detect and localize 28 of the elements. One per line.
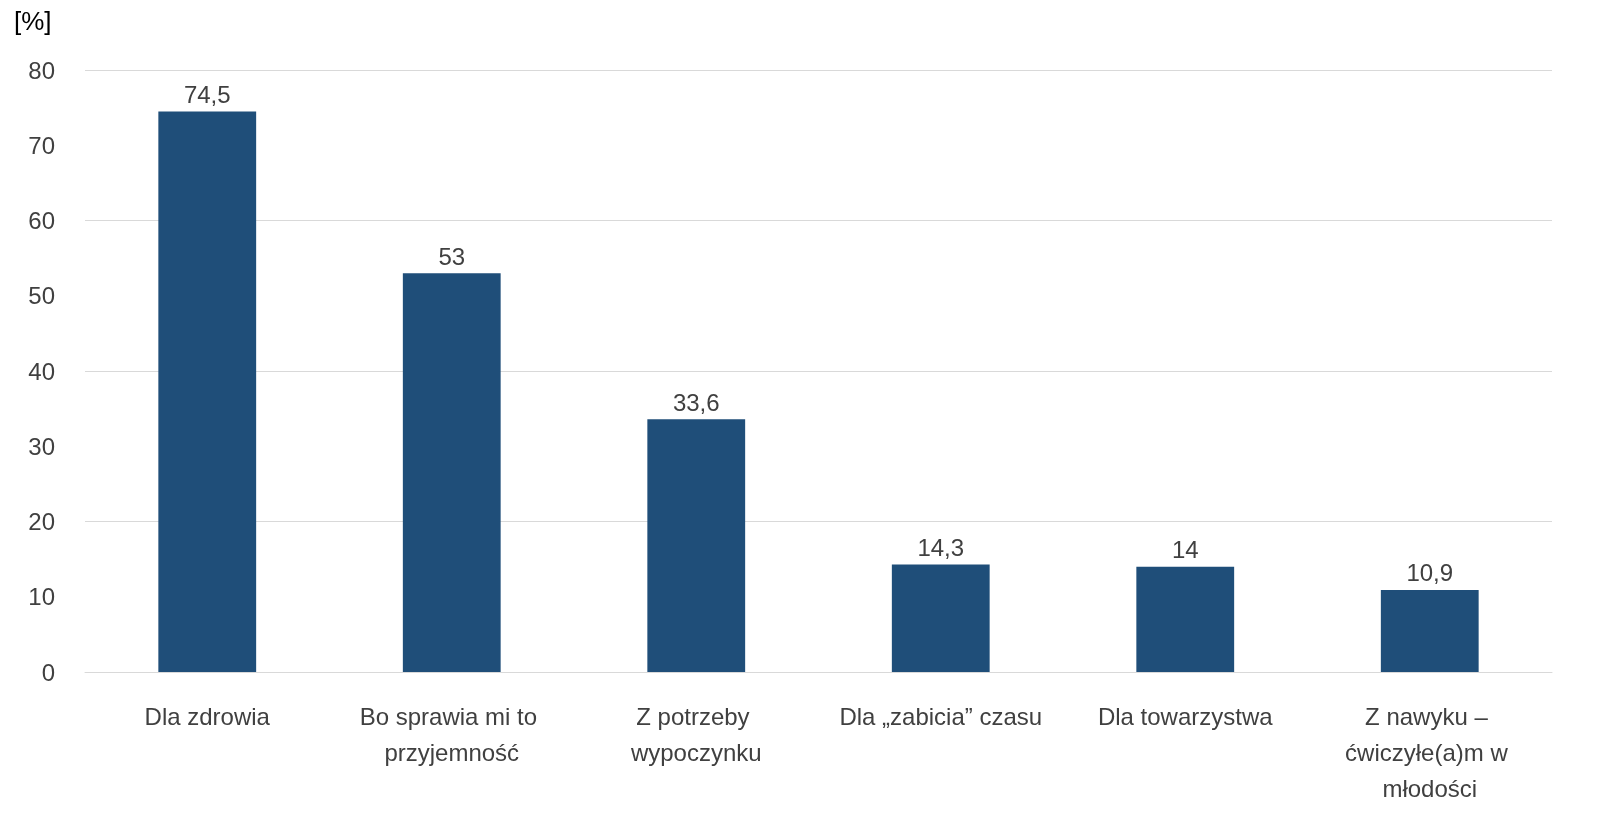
y-tick-label: 40 bbox=[28, 357, 55, 385]
bar bbox=[1136, 566, 1235, 672]
bar bbox=[402, 273, 501, 672]
y-axis-title: [%] bbox=[14, 6, 52, 36]
y-tick-label: 70 bbox=[28, 131, 55, 159]
y-tick-label: 10 bbox=[28, 583, 55, 611]
bar bbox=[1380, 589, 1479, 672]
bar bbox=[891, 564, 990, 672]
data-label: 74,5 bbox=[183, 80, 231, 108]
x-tick-label: Z potrzeby wypoczynku bbox=[629, 702, 762, 766]
data-label: 10,9 bbox=[1406, 559, 1454, 587]
x-tick-label: Dla towarzystwa bbox=[1097, 702, 1274, 730]
y-tick-label: 0 bbox=[41, 658, 55, 686]
x-tick-label: Dla zdrowia bbox=[144, 702, 271, 730]
x-tick-label: Dla „zabicia” czasu bbox=[839, 702, 1043, 730]
data-label: 14,3 bbox=[917, 533, 965, 561]
data-label: 33,6 bbox=[672, 388, 720, 416]
x-tick-label: Z nawyku – ćwiczyłe(a)m w młodości bbox=[1345, 702, 1515, 802]
y-tick-label: 80 bbox=[28, 56, 55, 84]
data-label: 14 bbox=[1171, 536, 1199, 564]
y-tick-label: 20 bbox=[28, 508, 55, 535]
y-tick-label: 30 bbox=[28, 432, 55, 460]
bar bbox=[647, 419, 746, 672]
y-tick-label: 60 bbox=[28, 207, 55, 234]
bar bbox=[158, 111, 257, 672]
data-label: 53 bbox=[438, 242, 466, 270]
y-tick-label: 50 bbox=[28, 282, 55, 310]
x-tick-label: Bo sprawia mi to przyjemność bbox=[359, 702, 544, 766]
